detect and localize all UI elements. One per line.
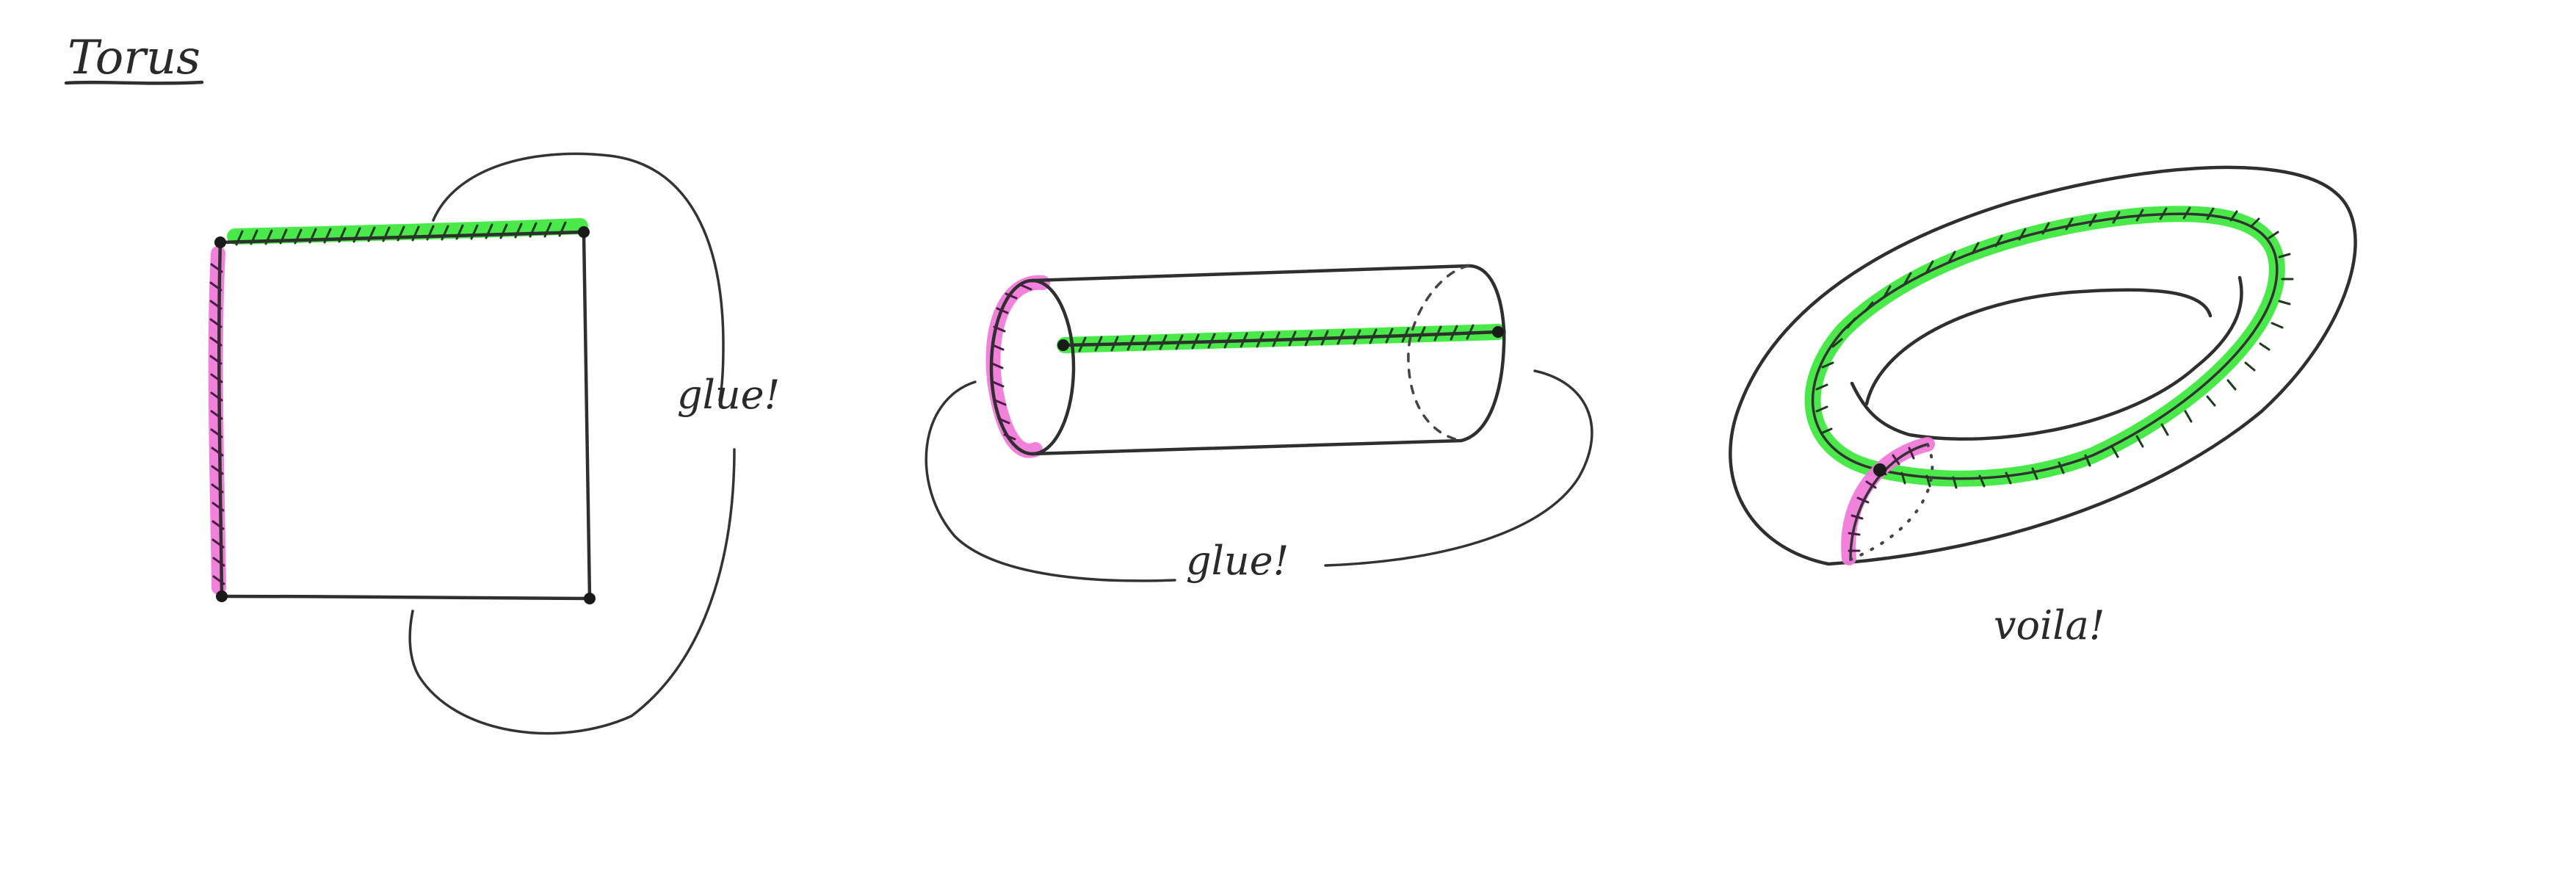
torus-longitude-hatching xyxy=(1815,206,2294,489)
glue-label-1: glue! xyxy=(677,372,780,418)
cylinder-left-end-hatching xyxy=(991,283,1032,441)
square-right-edge xyxy=(582,230,592,601)
cylinder-left-end xyxy=(989,278,1076,456)
cylinder-top-line xyxy=(1030,264,1471,283)
cylinder-bottom-line xyxy=(1030,438,1464,456)
cylinder-glue-loop-right xyxy=(1324,369,1593,567)
title-underline xyxy=(64,80,204,85)
square-glue-arc-bottom xyxy=(408,448,736,735)
torus-inner-hole-top xyxy=(1864,288,2213,406)
square-glue-arc-top xyxy=(432,152,725,402)
title-group: Torus xyxy=(64,31,204,85)
glue-label-2: glue! xyxy=(1186,538,1289,584)
square-figure: glue! xyxy=(208,152,780,735)
square-bottom-edge xyxy=(220,594,592,601)
square-vertex-bottom-right xyxy=(584,593,596,604)
cylinder-seam-line xyxy=(1061,330,1500,347)
cylinder-seam-hatching xyxy=(1078,324,1475,352)
square-top-edge xyxy=(218,230,586,245)
cylinder-seam-vertex-left xyxy=(1057,339,1069,351)
cylinder-glue-loop-left xyxy=(925,380,1176,582)
square-left-edge-hatching xyxy=(209,263,225,585)
cylinder-right-end-back xyxy=(1407,264,1470,442)
torus-meridian-back xyxy=(1849,443,1934,561)
torus-inner-hole-bottom xyxy=(1850,275,2243,441)
torus-longitude-highlight xyxy=(1804,206,2285,487)
cylinder-figure: glue! xyxy=(925,264,1593,584)
torus-figure: voila! xyxy=(1729,165,2357,648)
cylinder-right-end-front xyxy=(1459,264,1506,443)
torus-meridian-front xyxy=(1849,443,1929,561)
voila-label: voila! xyxy=(1994,602,2105,648)
square-top-edge-hatching xyxy=(235,221,567,246)
square-vertex-top-left xyxy=(214,236,226,248)
torus-longitude-line xyxy=(1811,212,2279,480)
page-title: Torus xyxy=(68,31,200,85)
torus-meridian-vertex xyxy=(1873,463,1886,477)
cylinder-seam-vertex-right xyxy=(1492,326,1504,338)
square-vertex-top-right xyxy=(578,226,590,238)
torus-outer-outline xyxy=(1729,165,2357,566)
square-left-edge-highlight xyxy=(208,246,226,595)
square-vertex-bottom-left xyxy=(216,590,228,602)
